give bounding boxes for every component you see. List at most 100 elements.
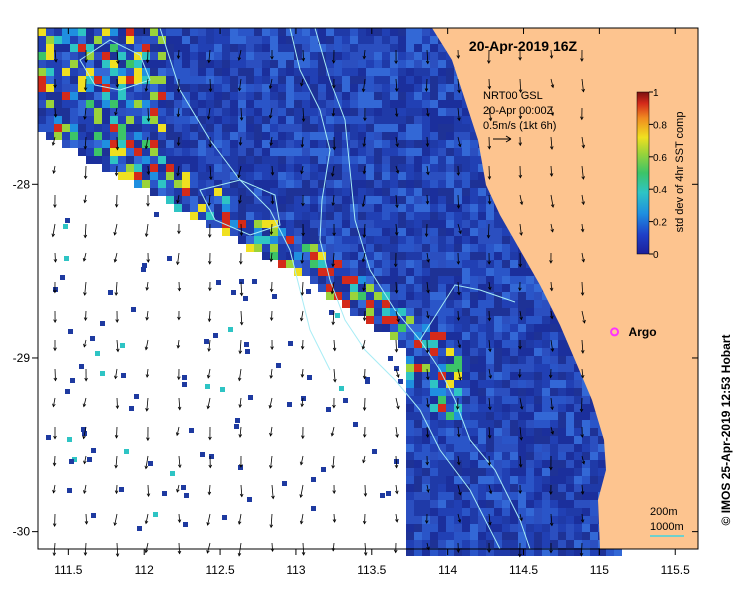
sst-pixel [110, 132, 118, 140]
sst-pixel [478, 508, 486, 516]
sst-pixel [358, 156, 366, 164]
current-arrow [426, 310, 430, 319]
sst-pixel [318, 140, 326, 148]
sst-pixel [430, 260, 438, 268]
sst-pixel [478, 300, 486, 308]
sst-pixel [406, 212, 414, 220]
sst-pixel [494, 452, 502, 460]
sst-pixel [294, 60, 302, 68]
x-tick-label: 112 [135, 563, 154, 577]
sst-pixel [398, 268, 406, 276]
sst-pixel [422, 356, 430, 364]
sst-pixel [126, 124, 134, 132]
sst-speckle [245, 349, 250, 354]
sst-pixel [478, 356, 486, 364]
sst-pixel [214, 172, 222, 180]
sst-pixel [582, 396, 590, 404]
current-arrow [332, 78, 336, 89]
sst-pixel [422, 476, 430, 484]
sst-pixel [446, 68, 454, 76]
sst-pixel [310, 36, 318, 44]
sst-pixel [582, 420, 590, 428]
sst-pixel [462, 476, 470, 484]
sst-pixel [526, 524, 534, 532]
sst-pixel [446, 284, 454, 292]
sst-speckle [276, 363, 281, 368]
current-arrow [581, 78, 585, 93]
sst-pixel [446, 364, 454, 372]
sst-pixel [598, 444, 606, 452]
sst-pixel [350, 148, 358, 156]
sst-pixel [430, 236, 438, 244]
current-arrow [237, 368, 242, 382]
sst-pixel [478, 548, 486, 556]
sst-pixel [262, 132, 270, 140]
sst-pixel [446, 316, 454, 324]
sst-pixel [470, 340, 478, 348]
sst-pixel [478, 420, 486, 428]
sst-pixel [70, 76, 78, 84]
sst-pixel [142, 116, 150, 124]
current-arrow [177, 223, 181, 235]
sst-pixel [430, 92, 438, 100]
sst-pixel [382, 172, 390, 180]
sst-pixel [206, 212, 214, 220]
current-arrow [53, 194, 57, 209]
sst-pixel [542, 412, 550, 420]
sst-pixel [166, 148, 174, 156]
sst-speckle [63, 224, 68, 229]
sst-pixel [246, 132, 254, 140]
current-arrow [362, 165, 367, 175]
sst-pixel [166, 68, 174, 76]
sst-pixel [358, 68, 366, 76]
current-arrow [457, 281, 461, 296]
sst-pixel [334, 292, 342, 300]
current-arrow [426, 281, 430, 294]
sst-pixel [518, 484, 526, 492]
sst-pixel [366, 68, 374, 76]
sst-pixel [350, 292, 358, 300]
sst-pixel [414, 396, 422, 404]
sst-pixel [422, 548, 430, 556]
sst-pixel [526, 516, 534, 524]
sst-pixel [446, 228, 454, 236]
sst-pixel [438, 428, 446, 436]
current-arrow [333, 368, 337, 383]
sst-pixel [366, 204, 374, 212]
current-arrow [115, 397, 120, 410]
current-arrow [114, 426, 119, 439]
sst-pixel [438, 252, 446, 260]
sst-pixel [350, 108, 358, 116]
sst-pixel [486, 204, 494, 212]
current-arrow [144, 78, 149, 92]
sst-pixel [302, 116, 310, 124]
sst-pixel [70, 28, 78, 36]
sst-pixel [382, 140, 390, 148]
sst-pixel [438, 396, 446, 404]
sst-pixel [590, 436, 598, 444]
sst-speckle [64, 256, 69, 261]
current-arrow [115, 136, 120, 151]
sst-pixel [454, 340, 462, 348]
sst-pixel [414, 140, 422, 148]
current-arrow [114, 455, 118, 469]
current-arrow [363, 107, 367, 122]
sst-pixel [446, 236, 454, 244]
current-arrow [300, 78, 304, 87]
sst-pixel [126, 28, 134, 36]
sst-pixel [254, 52, 262, 60]
sst-pixel [366, 84, 374, 92]
sst-pixel [302, 260, 310, 268]
sst-pixel [542, 340, 550, 348]
sst-pixel [294, 172, 302, 180]
sst-pixel [446, 76, 454, 84]
sst-pixel [294, 92, 302, 100]
current-arrow [332, 484, 336, 495]
sst-pixel [438, 164, 446, 172]
sst-pixel [86, 36, 94, 44]
current-arrow [144, 339, 149, 351]
sst-pixel [430, 188, 438, 196]
y-axis: -28-29-30 [13, 177, 698, 539]
sst-pixel [478, 340, 486, 348]
sst-pixel [334, 244, 342, 252]
